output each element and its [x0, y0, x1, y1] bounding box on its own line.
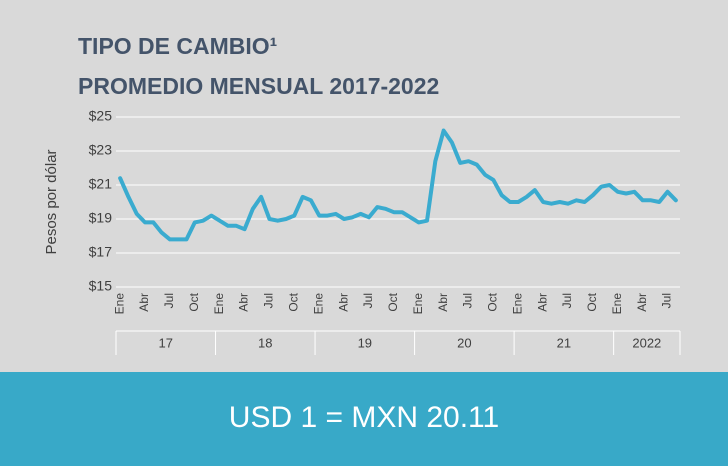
- x-tick-label: Ene: [510, 293, 524, 315]
- x-tick-label: Abr: [535, 293, 549, 312]
- y-tick-label: $17: [89, 244, 113, 260]
- x-tick-label: Ene: [411, 293, 425, 315]
- y-axis-label: Pesos por dólar: [43, 149, 60, 254]
- year-label: 17: [159, 335, 173, 350]
- year-label: 21: [557, 335, 571, 350]
- x-tick-label: Abr: [137, 293, 151, 312]
- x-tick-label: Abr: [336, 293, 350, 312]
- chart-subtitle: PROMEDIO MENSUAL 2017-2022: [78, 73, 439, 99]
- x-tick-label: Ene: [610, 293, 624, 315]
- x-tick-label: Oct: [187, 292, 201, 311]
- year-label: 19: [358, 335, 372, 350]
- y-tick-label: $15: [89, 278, 113, 294]
- x-tick-label: Ene: [212, 293, 226, 315]
- banner-text: USD 1 = MXN 20.11: [229, 401, 499, 434]
- x-tick-label: Jul: [162, 293, 176, 308]
- y-tick-label: $19: [89, 210, 113, 226]
- x-tick-label: Ene: [112, 293, 126, 315]
- y-tick-label: $25: [89, 108, 113, 124]
- year-label: 2022: [632, 335, 661, 350]
- x-tick-label: Ene: [311, 293, 325, 315]
- x-tick-label: Oct: [286, 292, 300, 311]
- x-tick-label: Abr: [436, 293, 450, 312]
- x-tick-label: Abr: [635, 293, 649, 312]
- y-tick-label: $21: [89, 176, 113, 192]
- x-tick-label: Jul: [560, 293, 574, 308]
- x-tick-label: Oct: [386, 292, 400, 311]
- x-tick-label: Jul: [361, 293, 375, 308]
- year-label: 18: [258, 335, 272, 350]
- line-series: [118, 128, 678, 242]
- year-label: 20: [457, 335, 471, 350]
- x-tick-label: Abr: [237, 293, 251, 312]
- x-tick-label: Jul: [461, 293, 475, 308]
- chart-title: TIPO DE CAMBIO¹: [78, 33, 277, 59]
- x-tick-label: Oct: [486, 292, 500, 311]
- x-tick-label: Oct: [585, 292, 599, 311]
- x-tick-label: Jul: [262, 293, 276, 308]
- y-tick-label: $23: [89, 142, 113, 158]
- x-tick-label: Jul: [660, 293, 674, 308]
- banner-background: [0, 372, 728, 466]
